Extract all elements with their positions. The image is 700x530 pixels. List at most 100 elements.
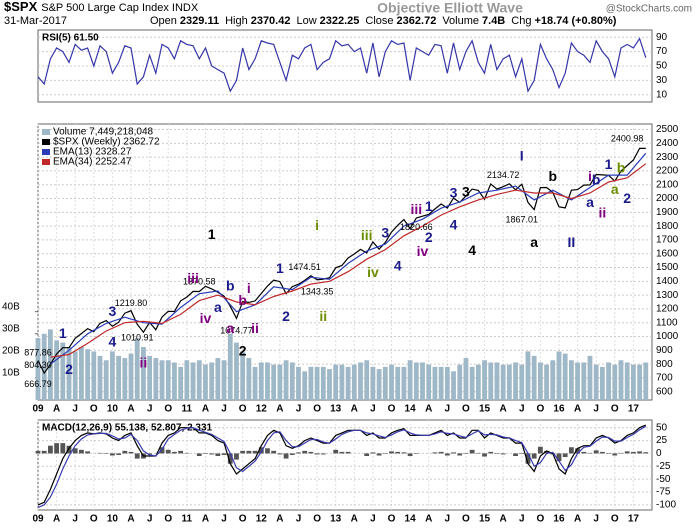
bar	[172, 451, 177, 454]
bar	[308, 451, 314, 454]
bar	[488, 451, 494, 454]
bar	[389, 364, 394, 400]
annotation: b	[226, 278, 235, 294]
quote-value: 7.4B	[482, 15, 505, 27]
x-tick-label: A	[127, 514, 134, 525]
annotation: 4	[450, 216, 458, 232]
legend-swatch	[42, 139, 50, 145]
x-tick-label: J	[445, 404, 451, 415]
series-line	[37, 425, 647, 508]
quote: Open 2329.11 High 2370.42 Low 2322.25 Close 236…	[150, 15, 617, 27]
x-tick-label: J	[72, 514, 78, 525]
bar	[128, 353, 134, 400]
y-tick-label: 1500	[656, 262, 679, 273]
y-tick-label: 1100	[656, 317, 678, 328]
x-tick-label: J	[593, 514, 599, 525]
annotation: 1343.35	[301, 287, 334, 297]
bar	[519, 453, 525, 454]
bar	[537, 446, 543, 454]
x-tick-label: 12	[256, 514, 268, 525]
bar	[457, 453, 463, 456]
x-tick-label: 10	[107, 404, 119, 415]
bar	[41, 450, 47, 454]
bar	[544, 450, 549, 454]
x-tick-label: A	[351, 514, 358, 525]
bar	[568, 447, 574, 454]
legend-label: EMA(34) 2252.47	[53, 157, 132, 168]
y-tick-label: 700	[656, 373, 673, 384]
x-tick-label: O	[313, 514, 321, 525]
bar	[289, 453, 295, 455]
bar	[227, 453, 233, 464]
annotation: 804.30	[24, 360, 52, 370]
bar	[599, 366, 605, 400]
annotation: 2	[425, 229, 433, 245]
y-tick-label: 30	[656, 75, 668, 86]
bar	[643, 362, 649, 400]
x-tick-label: J	[72, 404, 78, 415]
bar	[320, 366, 326, 400]
bar	[128, 451, 134, 454]
bar	[116, 453, 122, 455]
bar	[203, 364, 208, 400]
annotation: i	[247, 280, 251, 296]
bar	[407, 360, 413, 400]
bar	[184, 452, 190, 454]
x-tick-label: 13	[330, 404, 342, 415]
symbol: $SPX	[4, 0, 38, 14]
quote-label: Low	[296, 15, 316, 27]
x-tick-label: J	[221, 404, 227, 415]
bar	[370, 452, 376, 454]
bar	[122, 358, 128, 400]
bar	[643, 452, 649, 454]
y-tick-label: 1900	[656, 207, 679, 218]
annotation: 1	[59, 325, 67, 341]
y-tick-label: 1000	[656, 331, 679, 342]
annotation: 4	[468, 242, 476, 258]
x-tick-label: A	[53, 404, 60, 415]
bar	[593, 364, 599, 400]
annotation: 1867.01	[505, 214, 538, 224]
bar	[339, 364, 345, 400]
symbol-name: S&P 500 Large Cap Index INDX	[41, 2, 199, 14]
x-tick-label: A	[351, 404, 358, 415]
annotation: 2	[239, 342, 247, 358]
y2-tick-label: 40B	[2, 301, 20, 312]
annotation: 1	[605, 156, 613, 172]
bar	[451, 452, 456, 454]
x-tick-label: 09	[32, 404, 44, 415]
bar	[407, 453, 413, 456]
bar	[184, 360, 190, 400]
bar	[339, 451, 345, 454]
bar	[482, 453, 487, 457]
bar	[482, 360, 487, 400]
header-line: $SPX S&P 500 Large Cap Index INDX	[4, 0, 199, 14]
bar	[271, 450, 277, 454]
bar	[488, 362, 494, 400]
legend-swatch	[42, 129, 50, 135]
x-tick-label: O	[611, 514, 619, 525]
bar	[562, 353, 568, 400]
legend-label: Volume 7,449,218,048	[53, 127, 154, 138]
quote-label: Open	[150, 15, 177, 27]
bar	[190, 362, 196, 400]
y-tick-label: 2100	[656, 179, 679, 190]
bar	[525, 351, 531, 400]
quote-value: 2322.25	[320, 15, 360, 27]
bar	[618, 452, 624, 454]
quote-label: Volume	[442, 15, 479, 27]
quote-label: Chg	[511, 15, 531, 27]
bar	[97, 355, 103, 400]
bar	[444, 366, 450, 400]
bar	[630, 364, 636, 400]
bar	[134, 453, 140, 459]
x-tick-label: A	[500, 514, 507, 525]
annotation: b	[592, 171, 601, 187]
annotation: iii	[187, 270, 199, 286]
bar	[252, 450, 258, 454]
bar	[624, 362, 630, 400]
x-tick-label: J	[370, 404, 376, 415]
quote-label: Close	[365, 15, 393, 27]
bar	[612, 364, 618, 400]
bar	[165, 360, 171, 400]
